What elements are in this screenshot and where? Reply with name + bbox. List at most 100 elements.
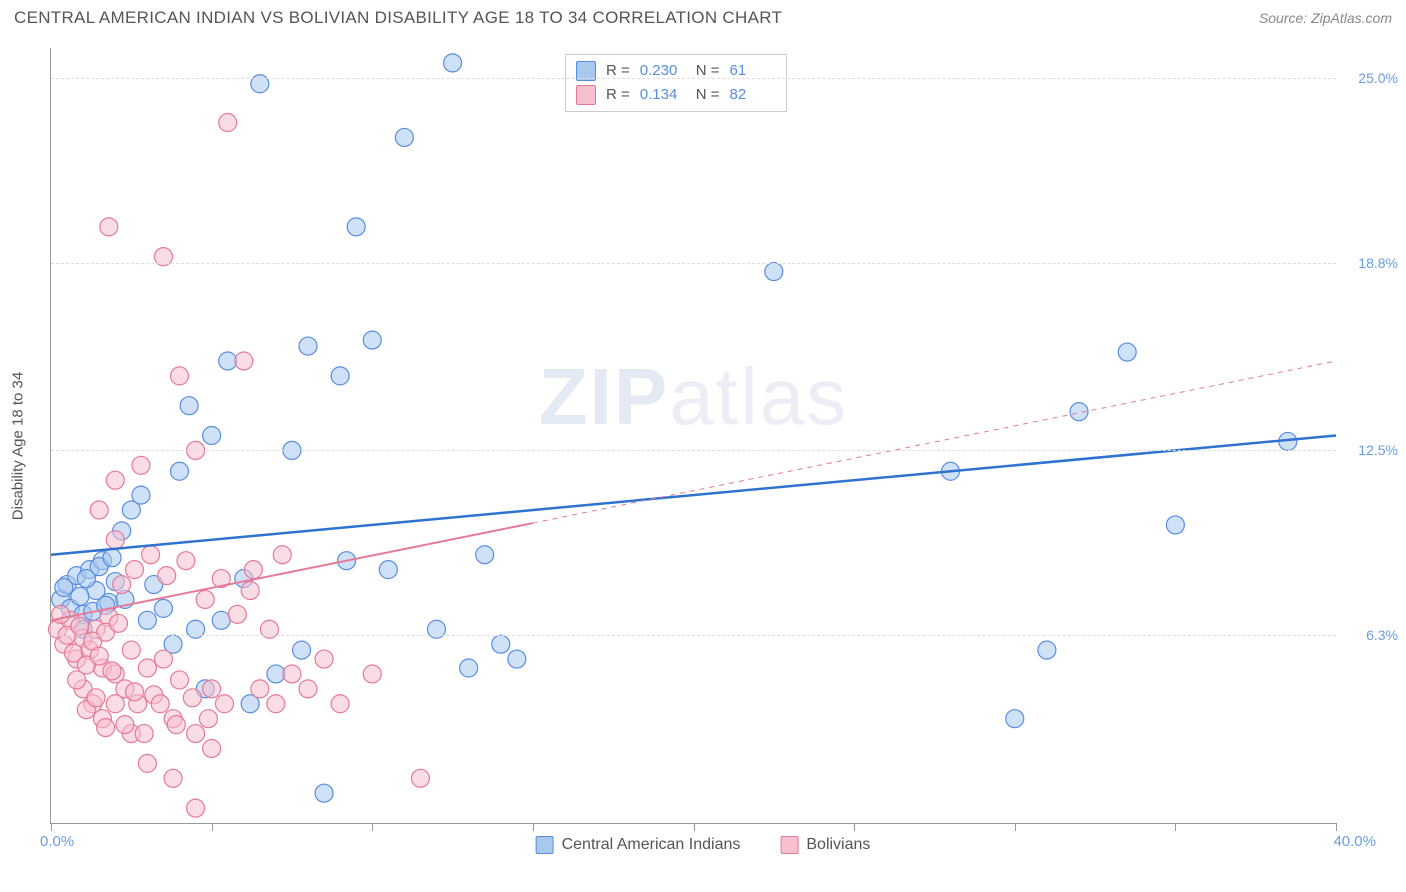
scatter-svg xyxy=(51,48,1336,823)
n-label: N = xyxy=(696,59,720,83)
scatter-point xyxy=(138,754,156,772)
y-axis-title: Disability Age 18 to 34 xyxy=(10,372,27,520)
x-tick xyxy=(533,823,534,831)
r-label: R = xyxy=(606,83,630,107)
scatter-point xyxy=(379,561,397,579)
scatter-point xyxy=(126,683,144,701)
scatter-point xyxy=(90,501,108,519)
scatter-point xyxy=(219,114,237,132)
source-name: ZipAtlas.com xyxy=(1311,10,1392,26)
chart-title: CENTRAL AMERICAN INDIAN VS BOLIVIAN DISA… xyxy=(14,8,782,28)
scatter-point xyxy=(87,689,105,707)
x-tick xyxy=(694,823,695,831)
scatter-point xyxy=(212,611,230,629)
x-tick xyxy=(854,823,855,831)
legend-swatch xyxy=(576,85,596,105)
r-value: 0.230 xyxy=(636,59,686,83)
scatter-point xyxy=(116,716,134,734)
scatter-point xyxy=(299,337,317,355)
scatter-point xyxy=(68,671,86,689)
x-tick xyxy=(372,823,373,831)
chart-plot-area: ZIPatlas R =0.230N =61R =0.134N =82 6.3%… xyxy=(50,48,1336,824)
scatter-point xyxy=(180,397,198,415)
gridline xyxy=(51,635,1336,636)
legend-label: Central American Indians xyxy=(562,836,741,854)
scatter-point xyxy=(331,695,349,713)
scatter-point xyxy=(164,769,182,787)
scatter-point xyxy=(158,567,176,585)
scatter-point xyxy=(203,427,221,445)
scatter-point xyxy=(315,650,333,668)
scatter-point xyxy=(219,352,237,370)
scatter-point xyxy=(293,641,311,659)
trend-line-dashed xyxy=(533,361,1336,523)
scatter-point xyxy=(331,367,349,385)
scatter-point xyxy=(171,671,189,689)
scatter-point xyxy=(103,662,121,680)
scatter-point xyxy=(135,725,153,743)
legend-swatch xyxy=(780,836,798,854)
scatter-point xyxy=(267,665,285,683)
scatter-point xyxy=(196,590,214,608)
scatter-point xyxy=(363,331,381,349)
y-tick-label: 25.0% xyxy=(1342,70,1398,86)
chart-source: Source: ZipAtlas.com xyxy=(1259,10,1392,26)
scatter-point xyxy=(460,659,478,677)
scatter-point xyxy=(244,561,262,579)
scatter-point xyxy=(55,579,73,597)
scatter-point xyxy=(228,605,246,623)
scatter-point xyxy=(267,695,285,713)
scatter-point xyxy=(273,546,291,564)
legend-item: Bolivians xyxy=(780,836,870,854)
scatter-point xyxy=(106,531,124,549)
scatter-point xyxy=(177,552,195,570)
scatter-point xyxy=(187,799,205,817)
scatter-point xyxy=(765,263,783,281)
scatter-point xyxy=(203,739,221,757)
legend-label: Bolivians xyxy=(806,836,870,854)
x-axis-min-label: 0.0% xyxy=(40,833,74,850)
scatter-point xyxy=(138,611,156,629)
legend-bottom: Central American Indians Bolivians xyxy=(536,836,871,854)
scatter-point xyxy=(122,641,140,659)
scatter-point xyxy=(1038,641,1056,659)
scatter-point xyxy=(171,367,189,385)
scatter-point xyxy=(109,614,127,632)
source-prefix: Source: xyxy=(1259,10,1311,26)
n-label: N = xyxy=(696,83,720,107)
gridline xyxy=(51,450,1336,451)
x-tick xyxy=(1175,823,1176,831)
scatter-point xyxy=(299,680,317,698)
y-tick-label: 12.5% xyxy=(1342,442,1398,458)
scatter-point xyxy=(171,462,189,480)
gridline xyxy=(51,78,1336,79)
scatter-point xyxy=(363,665,381,683)
scatter-point xyxy=(154,650,172,668)
scatter-point xyxy=(132,456,150,474)
scatter-point xyxy=(1118,343,1136,361)
scatter-point xyxy=(395,128,413,146)
scatter-point xyxy=(315,784,333,802)
scatter-point xyxy=(199,710,217,728)
scatter-point xyxy=(100,218,118,236)
legend-swatch xyxy=(536,836,554,854)
x-tick xyxy=(1015,823,1016,831)
x-axis-max-label: 40.0% xyxy=(1333,833,1376,850)
n-value: 82 xyxy=(726,83,776,107)
scatter-point xyxy=(90,647,108,665)
scatter-point xyxy=(235,352,253,370)
scatter-point xyxy=(283,665,301,683)
r-value: 0.134 xyxy=(636,83,686,107)
scatter-point xyxy=(132,486,150,504)
scatter-point xyxy=(241,582,259,600)
y-tick-label: 6.3% xyxy=(1342,627,1398,643)
scatter-point xyxy=(151,695,169,713)
stats-legend-row: R =0.134 N =82 xyxy=(576,83,776,107)
scatter-point xyxy=(1006,710,1024,728)
scatter-point xyxy=(142,546,160,564)
scatter-point xyxy=(113,576,131,594)
chart-header: CENTRAL AMERICAN INDIAN VS BOLIVIAN DISA… xyxy=(0,0,1406,34)
scatter-point xyxy=(492,635,510,653)
scatter-point xyxy=(183,689,201,707)
trend-line xyxy=(51,436,1336,555)
